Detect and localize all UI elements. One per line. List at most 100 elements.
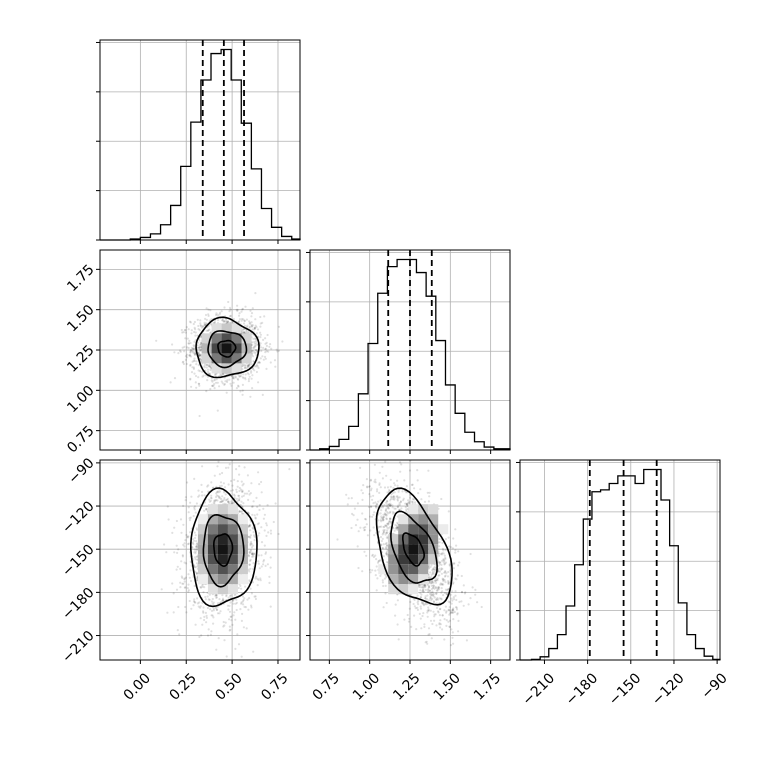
scatter-point <box>184 329 187 332</box>
scatter-point <box>198 344 201 347</box>
scatter-point <box>251 505 254 508</box>
scatter-point <box>377 525 380 529</box>
scatter-point <box>359 466 362 469</box>
scatter-point <box>199 353 202 356</box>
scatter-point <box>215 594 218 597</box>
scatter-point <box>232 502 236 505</box>
panel-frame <box>99 459 301 661</box>
density-cell <box>197 554 208 565</box>
scatter-point <box>198 635 201 639</box>
scatter-point <box>229 382 232 385</box>
scatter-point <box>203 323 206 326</box>
scatter-point <box>247 364 250 367</box>
scatter-point <box>251 341 254 344</box>
scatter-point <box>254 595 257 598</box>
scatter-point <box>225 595 228 598</box>
scatter-point <box>439 582 442 585</box>
scatter-point <box>392 496 395 499</box>
scatter-point <box>195 562 199 565</box>
scatter-point <box>447 600 450 603</box>
scatter-point <box>213 321 216 324</box>
scatter-point <box>232 602 235 605</box>
scatter-point <box>206 456 208 458</box>
scatter-point <box>199 585 202 589</box>
scatter-point <box>218 490 222 493</box>
scatter-point <box>218 495 221 498</box>
scatter-point <box>166 505 169 508</box>
scatter-point <box>257 554 260 557</box>
scatter-point <box>384 508 387 512</box>
scatter-point <box>410 500 413 503</box>
scatter-point <box>417 492 420 495</box>
scatter-point <box>263 544 266 547</box>
scatter-point <box>424 641 427 644</box>
scatter-point <box>436 589 439 592</box>
scatter-point <box>220 310 223 313</box>
scatter-point <box>185 562 188 565</box>
density-cell <box>231 333 242 344</box>
scatter-point <box>194 566 197 569</box>
scatter-point <box>253 326 256 329</box>
scatter-point <box>264 342 267 345</box>
scatter-point <box>441 547 444 551</box>
scatter-point <box>249 558 252 561</box>
scatter-point <box>444 581 447 584</box>
scatter-point <box>241 612 244 616</box>
scatter-point <box>184 355 188 358</box>
scatter-point <box>233 494 236 497</box>
scatter-point <box>221 500 224 503</box>
scatter-point <box>196 579 199 582</box>
scatter-point <box>240 619 243 623</box>
scatter-point <box>427 469 430 472</box>
scatter-point <box>432 586 435 589</box>
scatter-point <box>213 379 216 382</box>
scatter-point <box>216 313 219 316</box>
scatter-point <box>209 387 212 391</box>
scatter-point <box>250 540 253 543</box>
scatter-point <box>438 563 441 566</box>
scatter-point <box>346 503 349 506</box>
scatter-point <box>441 614 444 617</box>
scatter-point <box>245 325 249 328</box>
scatter-point <box>245 492 249 495</box>
scatter-point <box>281 340 284 343</box>
scatter-point <box>259 577 262 580</box>
scatter-point <box>383 577 386 580</box>
density-cell <box>217 564 228 575</box>
scatter-point <box>243 466 246 469</box>
scatter-point <box>232 374 235 378</box>
scatter-point <box>265 341 268 344</box>
density-cell <box>207 504 218 515</box>
scatter-point <box>253 345 256 348</box>
scatter-point <box>193 345 196 348</box>
scatter-point <box>254 324 257 327</box>
density-cell <box>201 343 212 354</box>
scatter-point <box>201 324 204 328</box>
scatter-point <box>262 560 265 563</box>
density-cell <box>237 514 248 525</box>
scatter-point <box>223 491 226 494</box>
scatter-point <box>246 474 249 477</box>
scatter-point <box>408 607 411 610</box>
scatter-point <box>395 495 398 498</box>
density-cell <box>217 554 228 565</box>
scatter-point <box>422 590 425 593</box>
scatter-point <box>247 377 250 381</box>
scatter-point <box>383 512 386 515</box>
scatter-point <box>397 496 400 499</box>
scatter-point <box>270 347 273 350</box>
y-tick-label: 1.75 <box>64 262 97 295</box>
scatter-point <box>438 567 441 570</box>
scatter-point <box>395 526 398 530</box>
scatter-point <box>216 499 219 502</box>
density-cell <box>227 554 238 565</box>
scatter-point <box>436 579 439 582</box>
scatter-point <box>230 615 233 618</box>
scatter-point <box>247 365 250 368</box>
scatter-point <box>243 597 246 600</box>
scatter-point <box>428 581 431 585</box>
scatter-point <box>182 523 185 526</box>
scatter-point <box>206 329 210 332</box>
scatter-point <box>184 358 187 361</box>
scatter-point <box>250 606 253 609</box>
